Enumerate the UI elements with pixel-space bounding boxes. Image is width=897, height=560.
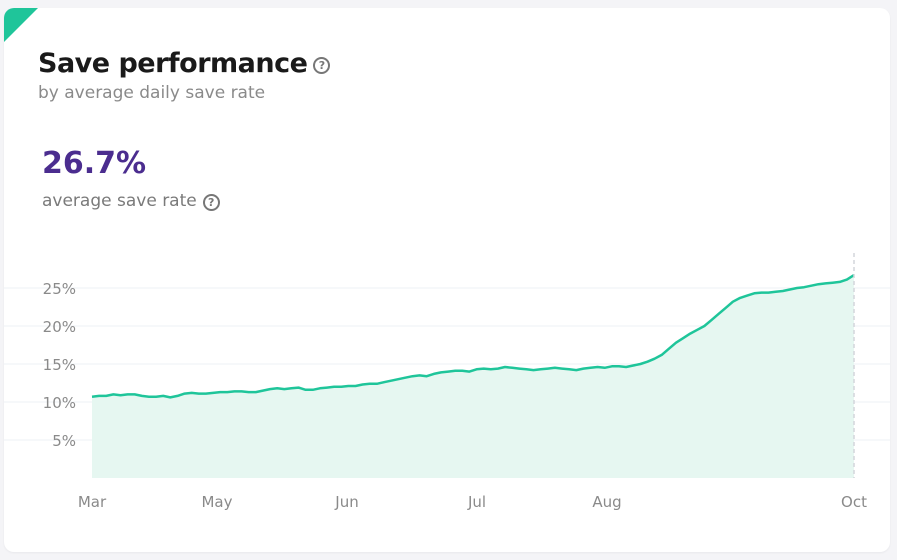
x-tick-label: May <box>201 493 232 511</box>
title-row: Save performance ? <box>38 48 331 79</box>
y-tick-label: 10% <box>43 394 76 412</box>
x-tick-label: Jun <box>334 493 358 511</box>
metric-label-row: average save rate ? <box>42 191 220 211</box>
x-tick-label: Aug <box>592 493 621 511</box>
metric-label: average save rate <box>42 191 197 211</box>
x-tick-label: Oct <box>841 493 867 511</box>
series-line <box>91 274 855 399</box>
x-tick-label: Jul <box>467 493 486 511</box>
y-tick-label: 5% <box>52 432 76 450</box>
card-title: Save performance <box>38 48 308 79</box>
x-tick-label: Mar <box>78 493 107 511</box>
card-subtitle: by average daily save rate <box>38 83 266 103</box>
question-circle-icon[interactable]: ? <box>313 57 331 74</box>
save-performance-card: Save performance ? by average daily save… <box>4 8 890 552</box>
y-tick-label: 25% <box>43 280 76 298</box>
y-tick-label: 20% <box>43 318 76 336</box>
series-area <box>92 275 854 478</box>
metric-value: 26.7% <box>42 146 147 181</box>
save-rate-chart: 5% 10% 15% 20% 25% Mar May Jun Jul Aug Oct <box>4 253 890 511</box>
question-circle-icon[interactable]: ? <box>202 193 220 211</box>
y-tick-label: 15% <box>43 356 76 374</box>
accent-corner <box>4 8 38 42</box>
